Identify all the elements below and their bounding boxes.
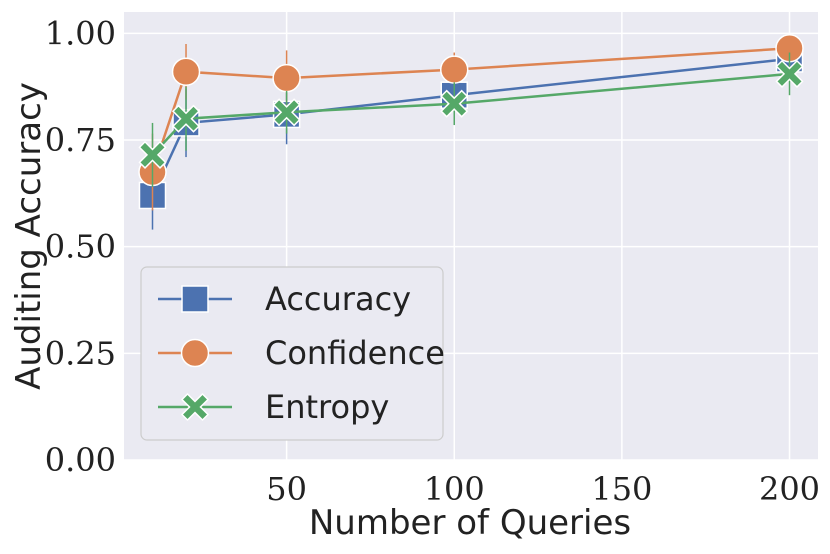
- y-tick-label: 0.50: [45, 228, 116, 266]
- y-axis-ticks: 0.00 0.25 0.50 0.75 1.00: [45, 14, 116, 479]
- legend-label: Accuracy: [265, 280, 411, 318]
- data-point: [775, 59, 804, 88]
- data-point: [272, 63, 301, 93]
- legend-marker: [180, 338, 210, 368]
- y-axis-label: Auditing Accuracy: [9, 82, 49, 390]
- data-point: [171, 104, 201, 133]
- x-tick-label: 50: [266, 470, 307, 508]
- legend-marker: [181, 285, 209, 313]
- legend-label: Entropy: [265, 388, 389, 426]
- legend-box: [140, 266, 444, 441]
- legend-marker: [180, 392, 210, 422]
- data-point: [440, 89, 469, 118]
- x-tick-label: 100: [424, 470, 485, 508]
- y-tick-label: 0.75: [45, 121, 116, 159]
- data-point: [439, 55, 469, 84]
- x-axis-ticks: 50 100 150 200: [266, 470, 820, 508]
- series-group: [138, 34, 804, 230]
- x-tick-label: 150: [591, 470, 652, 508]
- data-point: [171, 57, 201, 86]
- data-point: [272, 98, 301, 127]
- x-tick-label: 200: [759, 470, 820, 508]
- y-tick-label: 0.25: [45, 334, 116, 372]
- series-entropy: [138, 52, 804, 187]
- data-point: [138, 140, 167, 169]
- legend: Accuracy Confidence Entropy: [140, 266, 445, 441]
- y-tick-label: 1.00: [45, 14, 116, 52]
- legend-label: Confidence: [265, 334, 445, 372]
- x-axis-label: Number of Queries: [309, 503, 631, 543]
- y-tick-label: 0.00: [45, 441, 116, 479]
